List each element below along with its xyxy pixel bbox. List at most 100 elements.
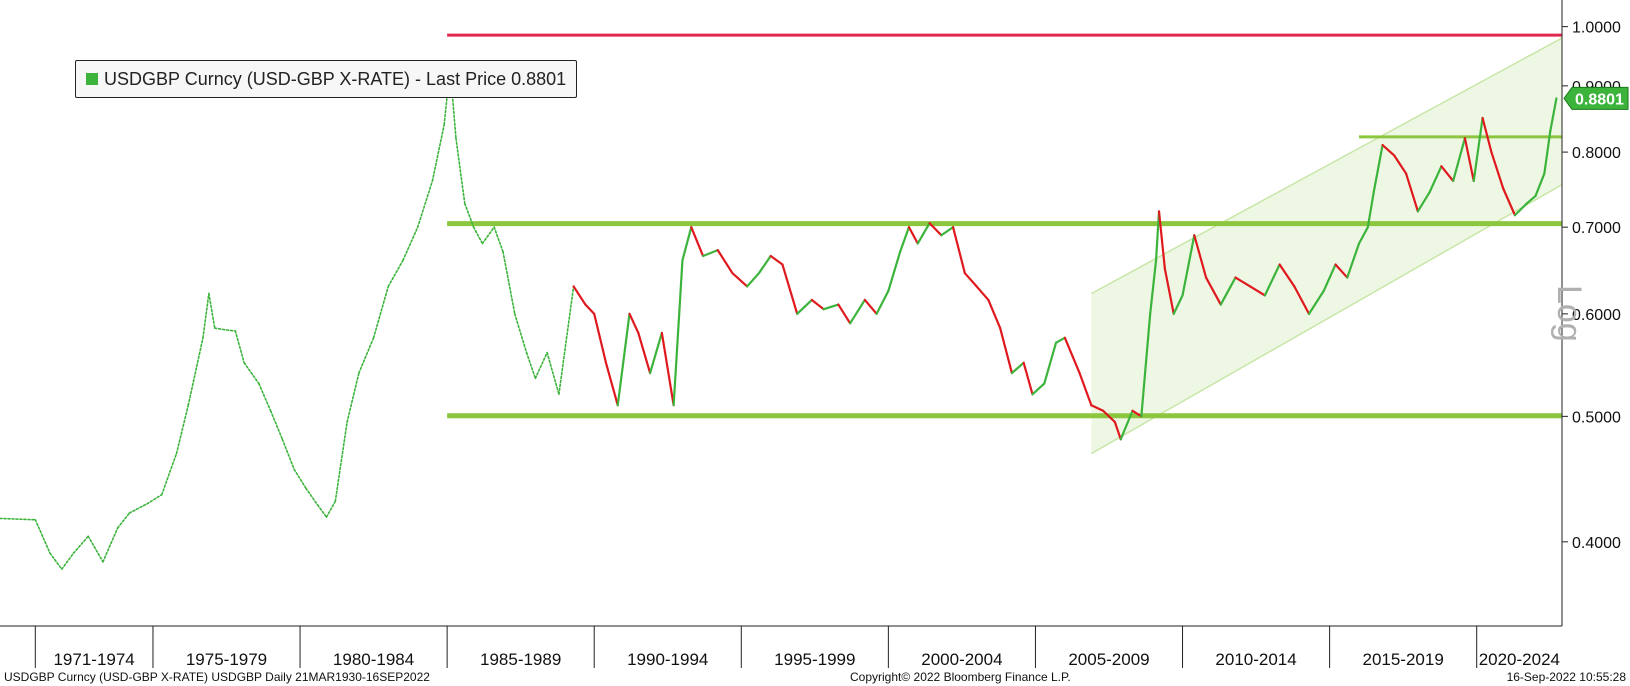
x-tick-label-6: 1995-1999 [774, 650, 855, 669]
price-segment-94 [1113, 420, 1122, 441]
price-segment-99 [1154, 210, 1161, 262]
price-segment-58 [681, 226, 693, 262]
price-segment-105 [1204, 276, 1222, 306]
price-segment-93 [1102, 409, 1116, 424]
price-segment-76 [907, 226, 919, 245]
price-segment-82 [975, 285, 990, 302]
price-segment-124 [1440, 165, 1455, 183]
price-segment-97 [1140, 312, 1152, 418]
price-segment-21 [269, 409, 284, 441]
price-segment-70 [837, 303, 852, 325]
price-segment-77 [916, 222, 931, 245]
price-segment-86 [1022, 361, 1034, 396]
price-segment-19 [243, 361, 260, 385]
price-segment-126 [1463, 137, 1475, 183]
price-segment-117 [1366, 191, 1375, 229]
x-tick-label-3: 1980-1984 [333, 650, 414, 669]
price-segment-3 [49, 552, 63, 570]
y-tick-label-1: 1.0000 [1572, 20, 1621, 37]
price-segment-73 [875, 289, 890, 315]
x-tick-label-8: 2005-2009 [1068, 650, 1149, 669]
price-segment-92 [1090, 404, 1105, 412]
price-segment-104 [1193, 234, 1208, 279]
price-segment-119 [1381, 144, 1396, 157]
price-segment-129 [1490, 150, 1505, 190]
price-segment-18 [234, 330, 245, 364]
y-tick-label-5: 0.6000 [1572, 307, 1621, 324]
price-segment-41 [493, 226, 504, 253]
price-segment-28 [346, 372, 360, 423]
price-segment-88 [1043, 341, 1058, 385]
price-segment-68 [810, 298, 825, 311]
price-segment-135 [1549, 97, 1558, 133]
price-segment-122 [1416, 191, 1431, 213]
price-segment-79 [940, 226, 955, 237]
price-segment-33 [416, 180, 434, 228]
y-tick-label-6: 0.5000 [1572, 409, 1621, 426]
price-segment-85 [1010, 361, 1025, 375]
price-segment-16 [213, 327, 228, 331]
price-segment-81 [963, 272, 978, 288]
x-tick-label-11: 2020-2024 [1479, 650, 1560, 669]
price-segment-121 [1404, 172, 1419, 213]
price-segment-8 [116, 512, 131, 529]
price-segment-62 [731, 272, 749, 288]
price-segment-66 [781, 263, 799, 315]
price-segment-80 [951, 226, 966, 275]
price-segment-67 [796, 298, 813, 315]
price-segment-23 [293, 468, 307, 490]
price-segment-13 [187, 336, 204, 407]
x-tick-label-1: 1971-1974 [53, 650, 134, 669]
price-segment-1 [0, 517, 37, 521]
price-segment-40 [481, 226, 495, 245]
price-segment-87 [1031, 382, 1046, 396]
price-segment-56 [660, 331, 675, 407]
price-segment-115 [1346, 242, 1361, 279]
x-tick-label-5: 1990-1994 [627, 650, 708, 669]
price-segment-123 [1428, 165, 1443, 194]
price-segment-34 [431, 123, 445, 182]
price-segment-24 [305, 487, 319, 506]
price-segment-45 [534, 351, 548, 380]
price-segment-27 [334, 421, 348, 502]
price-segment-98 [1149, 259, 1158, 315]
legend-text: USDGBP Curncy (USD-GBP X-RATE) - Last Pr… [104, 68, 567, 89]
price-segment-42 [502, 250, 516, 315]
price-segment-83 [987, 298, 1002, 330]
price-segment-26 [325, 500, 337, 518]
price-segment-130 [1502, 187, 1517, 217]
price-segment-54 [637, 331, 652, 375]
price-segment-48 [572, 285, 587, 306]
legend-swatch [86, 73, 98, 85]
price-segment-72 [863, 298, 878, 315]
y-tick-label-4: 0.7000 [1572, 220, 1621, 237]
price-segment-91 [1078, 371, 1093, 407]
price-segment-49 [584, 303, 596, 315]
axis-scale-label: Log [1550, 285, 1588, 342]
price-segment-90 [1063, 336, 1081, 375]
price-segment-38 [463, 202, 475, 228]
price-segment-74 [887, 250, 902, 292]
y-tick-label-7: 0.4000 [1572, 535, 1621, 552]
trend-channel-lower-edge [1090, 183, 1563, 455]
price-segment-84 [999, 326, 1014, 375]
price-segment-134 [1543, 130, 1552, 175]
price-segment-59 [690, 226, 705, 258]
last-price-label: 0.8801 [1575, 91, 1624, 108]
price-segment-96 [1131, 409, 1143, 418]
price-segment-112 [1307, 289, 1325, 315]
price-segment-4 [60, 552, 75, 570]
price-segment-127 [1472, 116, 1484, 183]
price-segment-110 [1278, 263, 1296, 288]
price-segment-101 [1163, 267, 1175, 315]
price-segment-109 [1263, 263, 1281, 297]
trend-channel-fill [1091, 37, 1562, 454]
price-segment-20 [258, 382, 272, 412]
price-segment-132 [1525, 194, 1537, 205]
price-segment-116 [1357, 226, 1369, 245]
price-segment-43 [513, 313, 528, 354]
price-segment-69 [822, 303, 840, 311]
x-tick-label-10: 2015-2019 [1362, 650, 1443, 669]
price-segment-10 [146, 493, 163, 505]
price-segment-107 [1234, 276, 1252, 288]
